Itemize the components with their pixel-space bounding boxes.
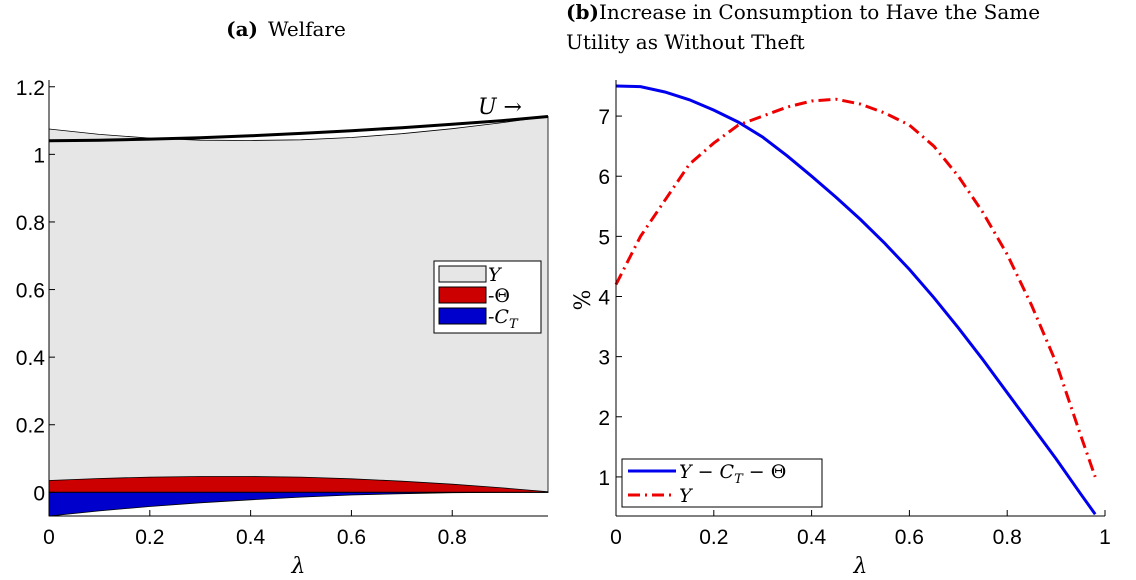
panel-a-welfare-chart: 0 0.2 0.4 0.6 0.8 0 0.2 0.4 0.6 0.8 1 1.2 λ U → Y-Θ-CT <box>16 77 549 579</box>
panel-a-y-tick-label: 1.2 <box>16 77 45 100</box>
legend-swatch <box>438 265 487 283</box>
panel-a-y-tick-label: 0.4 <box>16 347 46 370</box>
panel-a-y-tick-label: 0.8 <box>16 212 45 235</box>
panel-b-consumption-chart: 0 0.2 0.4 0.6 0.8 1 1 2 3 4 5 6 7 λ% Y − CT − ΘY <box>571 80 1111 579</box>
panel-b-x-tick-label: 0.6 <box>895 526 924 549</box>
legend-swatch <box>438 286 487 304</box>
panel-a-y-tick-label: 1 <box>33 144 45 167</box>
panel-b-plot-area <box>616 80 1105 516</box>
panel-a-y-tick-label: 0.2 <box>16 415 45 438</box>
panel-b-y-tick-label: 2 <box>598 407 610 430</box>
panel-b-y-tick-label: 7 <box>598 106 610 129</box>
panel-b-title-label: (b) <box>566 0 599 24</box>
panel-a-x-tick-label: 0.8 <box>438 526 467 549</box>
panel-b-x-tick-label: 0.2 <box>699 526 728 549</box>
panel-b-x-tick-label: 0.4 <box>797 526 827 549</box>
legend-label: Y <box>488 264 503 286</box>
panel-b-x-tick-label: 1 <box>1099 526 1111 549</box>
panel-a-legend: Y-Θ-CT <box>433 260 542 334</box>
panel-b-y-tick-label: 6 <box>598 166 610 189</box>
panel-a-title-label: (a) <box>226 17 258 41</box>
line-u <box>48 115 549 143</box>
panel-a-x-label: λ <box>291 554 306 579</box>
annotation-u: U → <box>478 95 522 120</box>
panel-b-title-line2: Utility as Without Theft <box>566 30 805 54</box>
panel-b-legend: Y − CT − ΘY <box>621 458 823 508</box>
panel-a-x-tick-label: 0.4 <box>236 526 266 549</box>
legend-swatch <box>438 307 487 325</box>
legend-label: -Θ <box>488 285 510 307</box>
panel-b-x-label: λ <box>853 554 868 579</box>
area-ct <box>48 491 548 517</box>
panel-a-x-tick-label: 0 <box>43 526 55 549</box>
panel-b-y-tick-label: 3 <box>598 347 610 370</box>
panel-a-x-tick-label: 0.6 <box>337 526 366 549</box>
panel-a-title: (a) Welfare <box>226 17 346 41</box>
legend-label: Y − CT − Θ <box>679 461 786 487</box>
panel-a-x-tick-label: 0.2 <box>135 526 164 549</box>
line-y <box>614 97 1097 478</box>
panel-b-y-tick-label: 5 <box>598 226 610 249</box>
panel-b-x-tick-label: 0 <box>610 526 622 549</box>
panel-b-title: (b) Increase in Consumption to Have the … <box>566 0 1040 54</box>
panel-b-title-line1: Increase in Consumption to Have the Same <box>599 0 1040 24</box>
line-y-minus-ct-minus-theta <box>615 84 1097 516</box>
panel-b-y-tick-label: 4 <box>598 286 610 309</box>
panel-a-y-tick-label: 0.6 <box>16 280 45 303</box>
legend-label: Y <box>679 485 694 507</box>
legend-label: -CT <box>488 306 519 332</box>
panel-a-y-tick-label: 0 <box>33 482 45 505</box>
panel-a-title-text: Welfare <box>268 17 346 41</box>
panel-b-x-tick-label: 0.8 <box>993 526 1022 549</box>
panel-b-y-label: % <box>571 290 596 311</box>
panel-b-y-tick-label: 1 <box>598 467 610 490</box>
legend-box <box>621 458 823 508</box>
